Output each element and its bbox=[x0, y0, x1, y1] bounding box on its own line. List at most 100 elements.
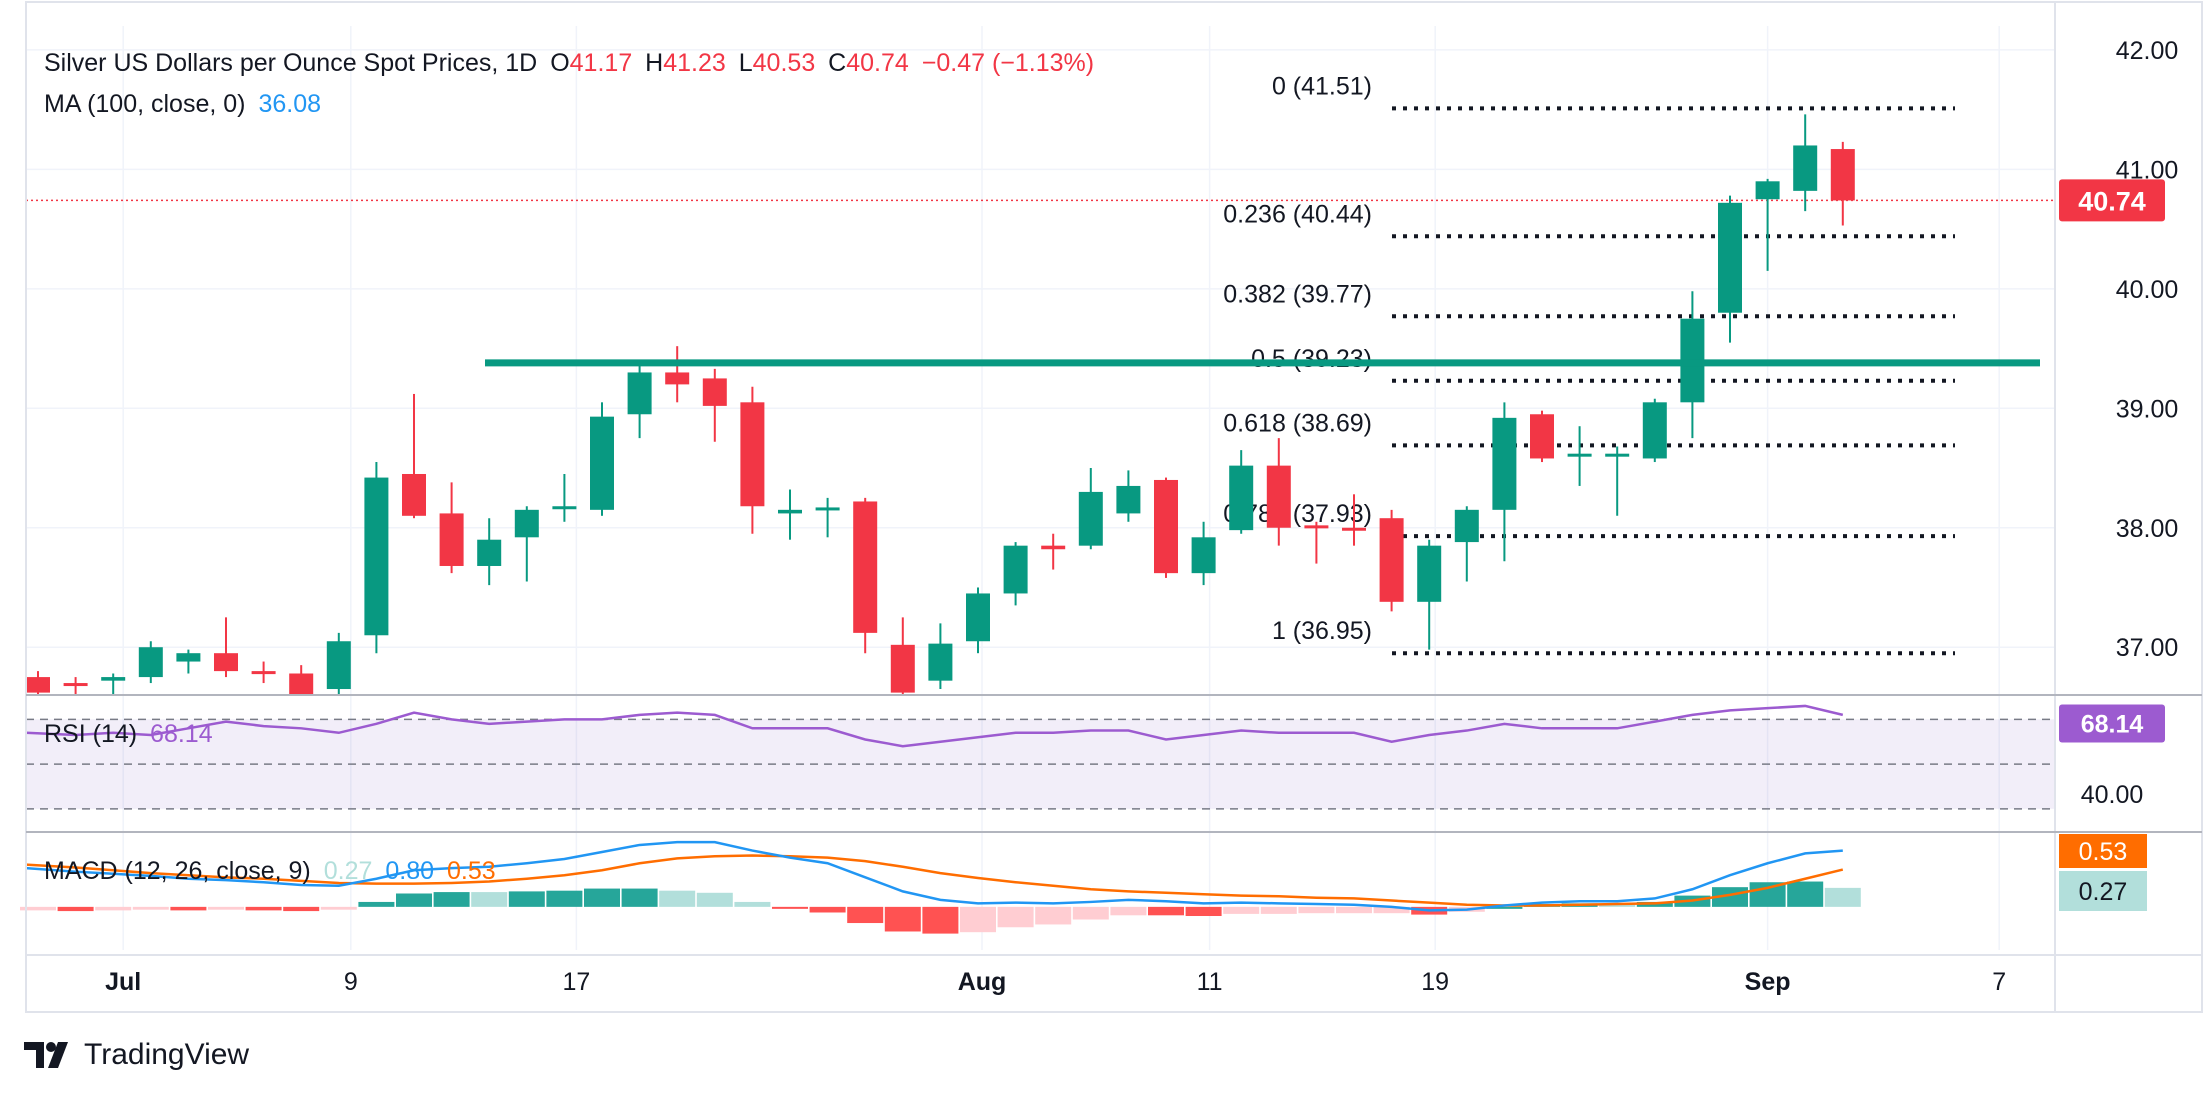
close-label: C bbox=[828, 49, 847, 77]
macd-histogram-bar bbox=[1035, 906, 1072, 925]
candlestick-series bbox=[26, 114, 1855, 695]
macd-histogram-bar bbox=[132, 906, 169, 910]
price-tick-label: 40.00 bbox=[2116, 276, 2179, 304]
macd-histogram-bar bbox=[1599, 904, 1636, 907]
macd-histogram-bar bbox=[584, 888, 620, 907]
macd-signal-tag-label: 0.53 bbox=[2079, 838, 2128, 866]
macd-histogram-bar bbox=[396, 893, 432, 907]
macd-histogram-bar bbox=[1787, 881, 1824, 907]
rsi-value: 68.14 bbox=[150, 720, 213, 748]
time-tick-label: Jul bbox=[105, 968, 141, 996]
candle-body bbox=[101, 677, 126, 681]
price-tick-label: 39.00 bbox=[2116, 395, 2179, 423]
rsi-line bbox=[25, 704, 1844, 748]
grid bbox=[26, 26, 2055, 950]
macd-histogram-bar bbox=[884, 906, 921, 932]
frame-border bbox=[25, 1, 2203, 1013]
macd-histogram-bar bbox=[546, 890, 583, 907]
macd-legend[interactable]: MACD (12, 26, close, 9) 0.27 0.80 0.53 bbox=[44, 857, 502, 886]
fib-level-label: 0.382 (39.77) bbox=[1223, 280, 1372, 308]
macd-histogram-bar bbox=[358, 901, 395, 907]
candle-body bbox=[590, 416, 614, 510]
candle-body bbox=[890, 644, 915, 693]
change-value: −0.47 (−1.13%) bbox=[921, 49, 1095, 77]
macd-histogram-bar bbox=[245, 906, 282, 911]
fib-level-label: 0 (41.51) bbox=[1272, 72, 1372, 100]
time-axis[interactable]: Jul 9 17 Aug 11 19 Sep 7 bbox=[105, 968, 2006, 996]
fib-level-label: 0.5 (39.23) bbox=[1251, 345, 1372, 373]
candle-body bbox=[326, 641, 351, 690]
rsi-label: RSI (14) bbox=[44, 720, 138, 748]
candle-body bbox=[1567, 453, 1592, 457]
high-label: H bbox=[645, 49, 664, 77]
candle-body bbox=[289, 673, 314, 695]
macd-histogram-bar bbox=[57, 906, 94, 912]
candle-body bbox=[702, 378, 727, 406]
candle-body bbox=[63, 683, 88, 687]
candle-body bbox=[815, 507, 840, 511]
candle-body bbox=[402, 473, 426, 516]
macd-hist-tag bbox=[2059, 871, 2147, 911]
macd-signal-value: 0.53 bbox=[446, 857, 496, 885]
macd-histogram-bar bbox=[1824, 887, 1861, 907]
macd-histogram-bar bbox=[320, 906, 357, 910]
macd-histogram-bar bbox=[847, 906, 884, 924]
macd-histogram-bar bbox=[1486, 906, 1523, 909]
macd-histogram-bar bbox=[1148, 906, 1184, 916]
macd-line bbox=[25, 840, 1843, 912]
rsi-value-tag-label: 68.14 bbox=[2081, 711, 2144, 739]
candle-body bbox=[1718, 202, 1742, 313]
candle-body bbox=[364, 477, 389, 636]
time-tick-label: Aug bbox=[958, 968, 1007, 996]
candle-body bbox=[1191, 537, 1216, 574]
macd-histogram-bar bbox=[659, 890, 696, 907]
macd-histogram-bar bbox=[1336, 906, 1372, 914]
macd-histogram-bar bbox=[772, 906, 808, 909]
candle-body bbox=[26, 677, 50, 693]
time-tick-label: 11 bbox=[1197, 968, 1223, 996]
candle-body bbox=[1793, 145, 1818, 191]
macd-histogram-bar bbox=[922, 906, 959, 934]
macd-histogram-bar bbox=[20, 906, 56, 911]
candle-body bbox=[251, 671, 276, 675]
macd-histogram-bar bbox=[283, 906, 320, 912]
tradingview-logo[interactable]: TradingView bbox=[24, 1038, 249, 1072]
ma-legend[interactable]: MA (100, close, 0) 36.08 bbox=[44, 90, 327, 119]
price-tick-label: 42.00 bbox=[2116, 37, 2179, 65]
symbol-title[interactable]: Silver US Dollars per Ounce Spot Prices,… bbox=[44, 49, 538, 77]
macd-histogram-bar bbox=[1072, 906, 1109, 920]
open-value: 41.17 bbox=[569, 49, 633, 77]
open-label: O bbox=[550, 49, 570, 77]
ma-value: 36.08 bbox=[258, 90, 321, 118]
macd-histogram-bar bbox=[170, 906, 207, 911]
macd-histogram-bar bbox=[696, 892, 733, 907]
close-value: 40.74 bbox=[846, 49, 909, 77]
candle-body bbox=[1342, 527, 1366, 531]
candle-body bbox=[1417, 545, 1442, 602]
candle-body bbox=[627, 372, 652, 415]
candle-body bbox=[1266, 465, 1291, 528]
macd-histogram-bar bbox=[1298, 906, 1335, 914]
candle-body bbox=[665, 372, 690, 385]
price-axis[interactable]: 37.0038.0039.0040.0041.0042.0040.7468.14… bbox=[2059, 37, 2178, 911]
candle-body bbox=[1605, 453, 1630, 457]
fib-level-label: 0.236 (40.44) bbox=[1223, 200, 1372, 228]
candle-body bbox=[1116, 485, 1141, 514]
candle-body bbox=[176, 653, 201, 662]
fibonacci-retracement: 0 (41.51) 0.236 (40.44) 0.382 (39.77) 0.5 (… bbox=[1223, 72, 1955, 656]
macd-signal-tag bbox=[2059, 834, 2147, 868]
rsi-legend[interactable]: RSI (14) 68.14 bbox=[44, 720, 219, 749]
macd-line-value: 0.80 bbox=[385, 857, 435, 885]
macd-pane bbox=[20, 840, 1861, 934]
candle-body bbox=[1154, 479, 1178, 574]
brand-name: TradingView bbox=[84, 1038, 250, 1071]
candle-body bbox=[439, 513, 464, 566]
macd-histogram-bar bbox=[1185, 906, 1222, 917]
fib-level-label: 1 (36.95) bbox=[1272, 617, 1372, 645]
candle-body bbox=[1304, 525, 1329, 529]
price-tick-label: 38.00 bbox=[2116, 515, 2179, 543]
macd-histogram-bar bbox=[1749, 882, 1786, 907]
time-tick-label: 9 bbox=[344, 968, 358, 996]
